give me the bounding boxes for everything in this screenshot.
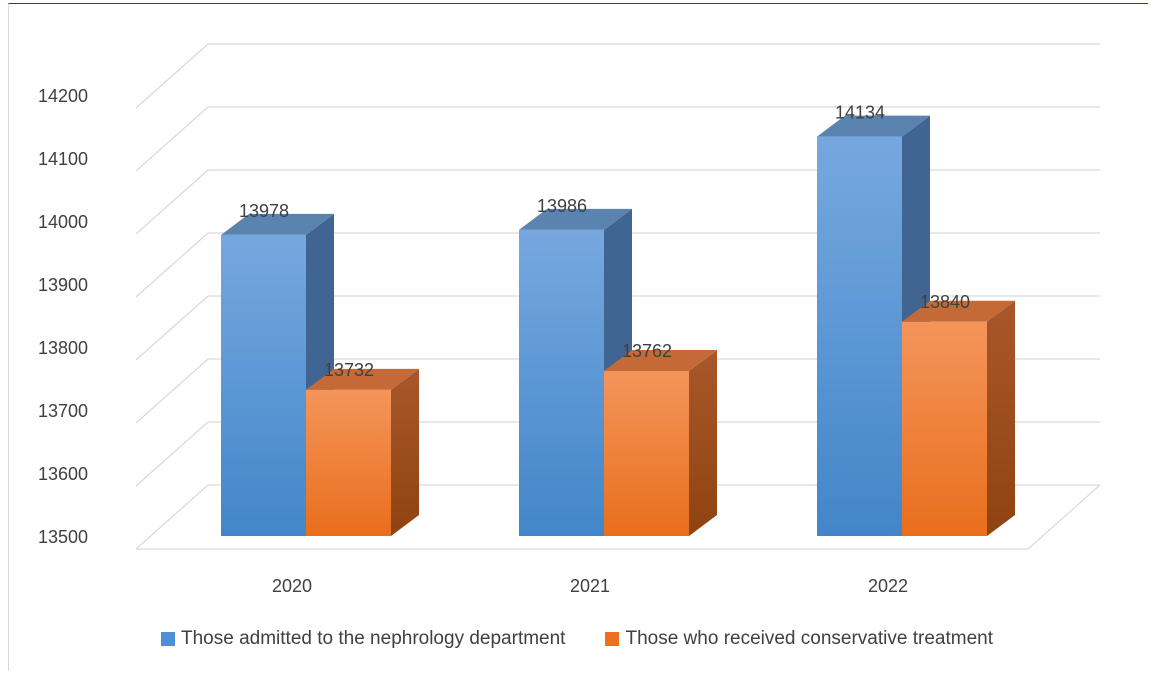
- floor-side-edge: [1027, 484, 1101, 550]
- data-label-admitted-2020: 13978: [239, 201, 289, 221]
- data-label-admitted-2021: 13986: [537, 196, 587, 216]
- y-tick-label: 13900: [38, 275, 88, 295]
- legend: Those admitted to the nephrology departm…: [0, 628, 1154, 650]
- bar-admitted-2020: [221, 213, 334, 537]
- gridline: [135, 295, 1100, 361]
- legend-label-admitted: Those admitted to the nephrology departm…: [181, 628, 566, 649]
- y-tick-label: 14000: [38, 212, 88, 232]
- y-tick-label: 14200: [38, 86, 88, 106]
- y-tick-label: 14100: [38, 149, 88, 169]
- y-tick-label: 13500: [38, 527, 88, 547]
- legend-label-conservative: Those who received conservative treatmen…: [625, 628, 993, 649]
- bar-conservative-2021: [604, 349, 717, 536]
- legend-item-admitted: Those admitted to the nephrology departm…: [161, 628, 565, 650]
- bar-conservative-2022: [902, 300, 1015, 536]
- x-category-label: 2021: [570, 576, 610, 596]
- data-label-conservative-2022: 13840: [920, 292, 970, 312]
- gridline: [135, 106, 1100, 172]
- gridline: [135, 43, 1100, 109]
- bar-conservative-2020: [306, 368, 419, 536]
- data-label-conservative-2020: 13732: [324, 360, 374, 380]
- y-tick-label: 13600: [38, 464, 88, 484]
- x-category-label: 2020: [272, 576, 312, 596]
- gridline: [135, 169, 1100, 235]
- chart-frame: [8, 3, 1148, 671]
- legend-swatch-admitted: [161, 632, 175, 646]
- gridline: [135, 232, 1100, 298]
- y-tick-label: 13700: [38, 401, 88, 421]
- data-label-admitted-2022: 14134: [835, 103, 885, 123]
- legend-item-conservative: Those who received conservative treatmen…: [605, 628, 993, 650]
- y-tick-label: 13800: [38, 338, 88, 358]
- data-label-conservative-2021: 13762: [622, 341, 672, 361]
- legend-swatch-conservative: [605, 632, 620, 646]
- x-category-label: 2022: [868, 576, 908, 596]
